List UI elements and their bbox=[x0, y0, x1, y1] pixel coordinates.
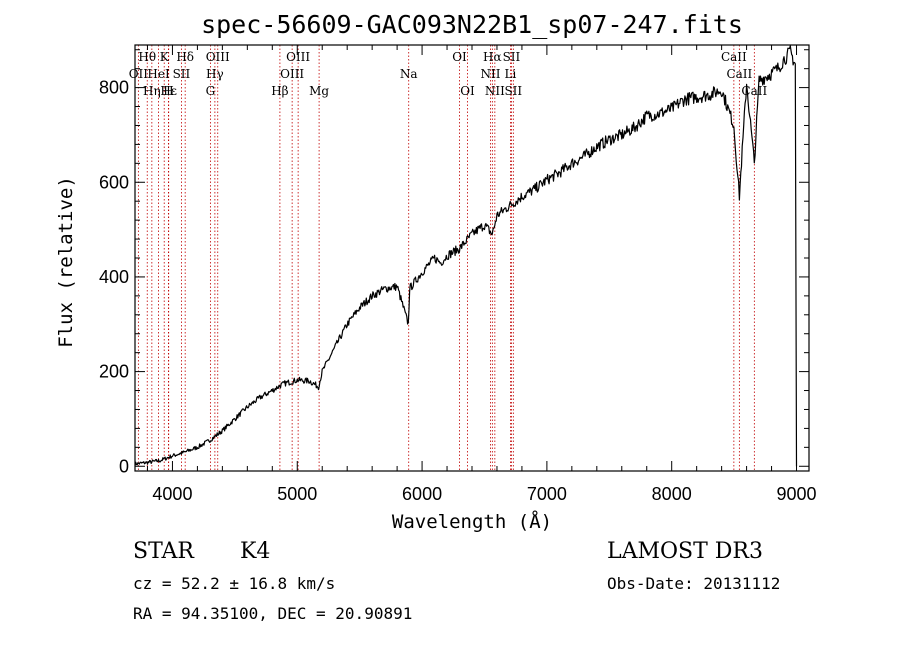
x-tick-label: 7000 bbox=[527, 484, 567, 504]
observation-date: Obs-Date: 20131112 bbox=[607, 574, 780, 593]
y-tick-label: 200 bbox=[99, 362, 129, 382]
line-label-6: Hδ bbox=[176, 50, 194, 64]
line-label-21: NII bbox=[485, 84, 505, 98]
object-class: STAR bbox=[133, 539, 195, 564]
line-label-3: K bbox=[160, 50, 170, 64]
line-label-7: SII bbox=[173, 67, 191, 81]
x-axis-ticks: 4000 5000 6000 7000 8000 9000 bbox=[146, 45, 817, 504]
line-label-0: Hθ bbox=[138, 50, 156, 64]
plot-frame bbox=[134, 44, 810, 472]
line-label-22: SII bbox=[503, 50, 521, 64]
chart-title: spec-56609-GAC093N22B1_sp07-247.fits bbox=[201, 10, 743, 39]
line-label-18: OI bbox=[460, 84, 475, 98]
line-label-25: CaII bbox=[721, 50, 747, 64]
x-tick-label: 5000 bbox=[277, 484, 317, 504]
x-tick-label: 9000 bbox=[776, 484, 816, 504]
y-tick-label: 600 bbox=[99, 172, 129, 192]
y-axis-ticks: 0 200 400 600 800 bbox=[99, 49, 809, 476]
object-subclass: K4 bbox=[240, 539, 270, 564]
line-label-20: NII bbox=[480, 67, 500, 81]
coordinates: RA = 94.35100, DEC = 20.90891 bbox=[133, 604, 412, 623]
line-label-10: Hγ bbox=[206, 67, 224, 81]
spectrum-series-line bbox=[134, 45, 798, 467]
x-tick-label: 4000 bbox=[152, 484, 192, 504]
line-label-23: Li bbox=[505, 67, 517, 81]
y-axis-label: Flux (relative) bbox=[55, 176, 77, 348]
line-label-9: OIII bbox=[206, 50, 230, 64]
y-tick-label: 800 bbox=[99, 78, 129, 98]
y-tick-label: 400 bbox=[99, 267, 129, 287]
line-label-14: Hβ bbox=[271, 84, 288, 98]
line-label-12: OIII bbox=[286, 50, 310, 64]
line-label-24: SII bbox=[504, 84, 522, 98]
spectral-line-markers bbox=[137, 45, 755, 471]
x-tick-label: 6000 bbox=[402, 484, 442, 504]
line-label-2: Hη bbox=[143, 84, 161, 98]
x-tick-label: 8000 bbox=[652, 484, 692, 504]
line-label-8: H bbox=[163, 84, 173, 98]
line-label-26: CaII bbox=[726, 67, 752, 81]
redshift-velocity: cz = 52.2 ± 16.8 km/s bbox=[133, 574, 335, 593]
line-label-4: HeI bbox=[147, 67, 170, 81]
line-label-1: OII bbox=[129, 67, 149, 81]
line-label-5: Hε bbox=[160, 84, 177, 98]
survey-name: LAMOST DR3 bbox=[607, 539, 763, 564]
line-label-27: CaII bbox=[741, 84, 767, 98]
x-axis-label: Wavelength (Å) bbox=[392, 510, 552, 533]
line-label-19: Hα bbox=[483, 50, 502, 64]
line-label-11: G bbox=[206, 84, 216, 98]
y-tick-label: 0 bbox=[119, 456, 129, 476]
line-label-13: OIII bbox=[280, 67, 304, 81]
line-label-15: Mg bbox=[309, 84, 329, 98]
line-label-16: Na bbox=[400, 67, 418, 81]
line-label-17: OI bbox=[452, 50, 467, 64]
